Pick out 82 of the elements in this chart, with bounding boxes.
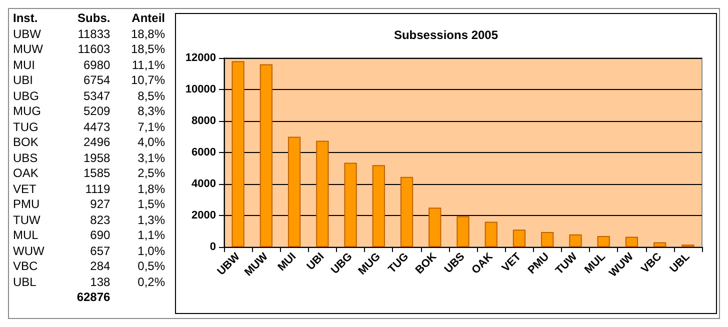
- text: 690: [89, 228, 112, 244]
- text: 18,5%: [130, 42, 166, 58]
- text: 8,5%: [136, 88, 166, 104]
- text: 2,5%: [136, 166, 166, 182]
- bar: [625, 236, 638, 247]
- text: 927: [89, 197, 112, 212]
- text: MUG: [12, 104, 42, 120]
- text: MUL: [12, 228, 40, 244]
- text: VET: [12, 182, 38, 197]
- text: 8,3%: [136, 104, 166, 120]
- bar: [232, 61, 244, 247]
- text: UBG: [12, 88, 40, 104]
- text: 1585: [82, 166, 112, 182]
- text: 1,8%: [136, 182, 166, 197]
- y-tick-label: 10000: [185, 84, 216, 96]
- bar: [400, 176, 414, 247]
- text: 284: [89, 259, 112, 274]
- bar: [456, 216, 470, 247]
- x-tick-label: VBC: [639, 250, 664, 276]
- y-tick-label: 12000: [185, 52, 216, 64]
- text: PMU: [12, 197, 41, 212]
- text: 3,1%: [136, 150, 166, 166]
- text: 18,8%: [130, 26, 166, 42]
- text: 4473: [82, 120, 112, 135]
- bar: [597, 236, 610, 247]
- text: 10,7%: [130, 73, 166, 88]
- text: 823: [89, 212, 112, 228]
- text: 1,1%: [136, 228, 166, 244]
- y-tick-label: 0: [210, 241, 216, 253]
- text: OAK: [12, 166, 40, 182]
- text: UBS: [12, 150, 39, 166]
- bar: [344, 162, 357, 247]
- text: 11,1%: [130, 58, 166, 73]
- x-tick-label: VET: [500, 250, 524, 274]
- text: 1119: [84, 182, 112, 197]
- y-tick-label: 2000: [192, 210, 216, 222]
- text: 1958: [82, 150, 112, 166]
- bar: [484, 222, 498, 247]
- text: 62876: [76, 290, 112, 306]
- bar: [260, 64, 273, 247]
- x-tick-label: MUL: [582, 250, 608, 276]
- text: 0,2%: [136, 274, 166, 290]
- text: 6754: [82, 73, 112, 88]
- bar: [569, 234, 582, 247]
- text: 5209: [82, 104, 112, 120]
- text: TUG: [12, 120, 40, 135]
- text: BOK: [12, 135, 40, 150]
- text: 7,1%: [136, 120, 166, 135]
- y-tick-label: 4000: [192, 178, 216, 190]
- y-tick-label: 8000: [192, 115, 216, 127]
- text: 11603: [76, 42, 112, 58]
- text: UBI: [12, 73, 34, 88]
- bar: [653, 242, 666, 247]
- bar: [372, 165, 385, 247]
- text: 4,0%: [136, 135, 166, 150]
- chart-title: Subsessions 2005: [394, 28, 498, 42]
- text: 2496: [82, 135, 112, 150]
- text: 6980: [82, 58, 112, 73]
- text: Inst.: [12, 11, 39, 26]
- text: 1,5%: [136, 197, 166, 212]
- x-tick-label: UBI: [304, 250, 327, 273]
- text: 657: [89, 244, 112, 259]
- text: 5347: [82, 88, 112, 104]
- x-tick-label: UBL: [668, 250, 692, 276]
- text: UBW: [12, 26, 42, 42]
- text: 1,0%: [136, 244, 166, 259]
- y-tick-label: 6000: [192, 146, 216, 158]
- text: TUW: [12, 212, 42, 228]
- text: 11833: [76, 26, 112, 42]
- text: 0,5%: [136, 259, 166, 274]
- text: 138: [89, 274, 112, 290]
- text: MUW: [12, 42, 44, 58]
- bar: [541, 232, 554, 247]
- text: Subs.: [76, 11, 112, 26]
- bar: [316, 140, 329, 247]
- text: Anteil: [130, 11, 166, 26]
- bar: [512, 230, 526, 247]
- text: MUI: [12, 58, 36, 73]
- text: 1,3%: [136, 212, 166, 228]
- bar: [288, 136, 301, 247]
- bar: [428, 208, 442, 247]
- text: UBL: [12, 274, 38, 290]
